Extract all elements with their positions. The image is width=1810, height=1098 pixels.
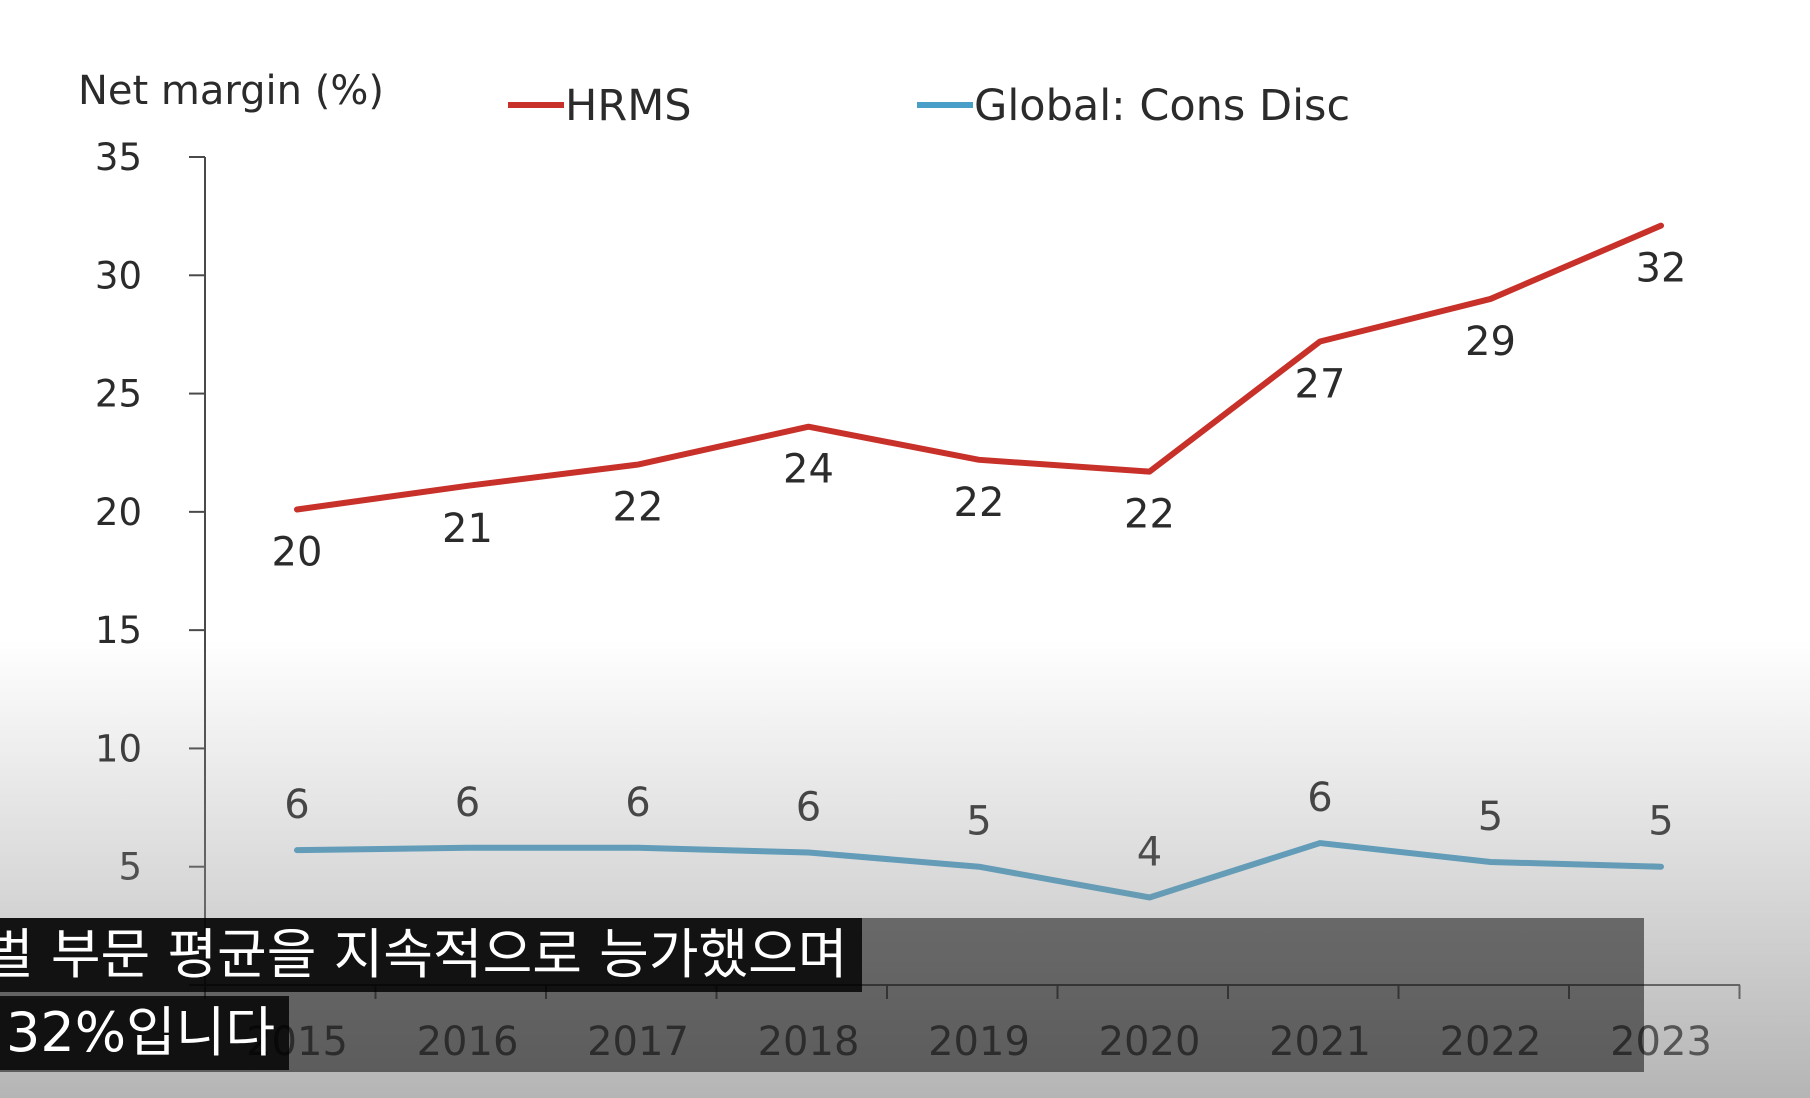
data-label: 4	[1137, 829, 1162, 875]
y-tick-label: 35	[95, 136, 142, 179]
data-point	[806, 850, 811, 856]
y-axis-ticks: 5 10 15 20 25 30 35	[95, 136, 205, 986]
data-point	[1147, 469, 1152, 475]
y-tick-label: 20	[95, 491, 142, 534]
data-point	[1658, 223, 1664, 229]
data-label: 22	[954, 480, 1005, 526]
data-point	[1147, 894, 1152, 900]
data-point	[635, 462, 641, 468]
data-label: 24	[783, 447, 834, 493]
subtitle-overlay: 벌 부문 평균을 지속적으로 능가했으며 32%입니다	[0, 918, 1644, 1072]
legend-label: HRMS	[565, 81, 692, 131]
data-label: 22	[613, 485, 664, 531]
data-point	[806, 424, 811, 430]
data-label: 29	[1465, 319, 1516, 365]
data-labels: 20 21 22 24 22 22 27 29 32 6 6 6 6 5 4 6 5 5	[272, 246, 1687, 876]
series-line-global-cons-disc	[294, 840, 1664, 901]
data-label: 20	[272, 529, 323, 575]
data-label: 22	[1124, 492, 1175, 538]
data-label: 5	[1648, 799, 1673, 845]
data-label: 27	[1295, 362, 1346, 408]
y-tick-label: 10	[95, 727, 142, 770]
data-label: 6	[1307, 775, 1332, 821]
data-label: 21	[442, 506, 493, 552]
data-point	[1488, 859, 1493, 865]
subtitle-line-2: 32%입니다	[0, 996, 290, 1070]
data-point	[976, 457, 982, 463]
data-point	[976, 864, 982, 870]
data-label: 6	[455, 780, 480, 826]
data-label: 5	[966, 799, 991, 845]
data-point	[635, 845, 641, 851]
data-point	[1488, 296, 1493, 302]
data-point	[294, 847, 300, 853]
data-label: 6	[625, 780, 650, 826]
y-tick-label: 30	[95, 254, 142, 297]
legend-label: Global: Cons Disc	[974, 81, 1350, 131]
data-label: 32	[1636, 246, 1687, 292]
y-tick-label: 15	[95, 609, 142, 652]
chart-legend: HRMS Global: Cons Disc	[508, 81, 1350, 131]
data-label: 6	[284, 782, 309, 828]
data-point	[465, 845, 470, 851]
data-point	[1658, 864, 1664, 870]
subtitle-line-1: 벌 부문 평균을 지속적으로 능가했으며	[0, 918, 862, 992]
data-point	[294, 506, 300, 512]
data-label: 6	[796, 785, 821, 831]
series-line-hrms	[294, 222, 1664, 513]
y-tick-label: 25	[95, 373, 142, 416]
data-label: 5	[1478, 794, 1503, 840]
y-axis-title: Net margin (%)	[78, 68, 384, 114]
data-point	[1317, 840, 1323, 846]
y-tick-label: 5	[118, 846, 142, 889]
data-point	[1317, 339, 1323, 345]
data-point	[465, 483, 470, 489]
